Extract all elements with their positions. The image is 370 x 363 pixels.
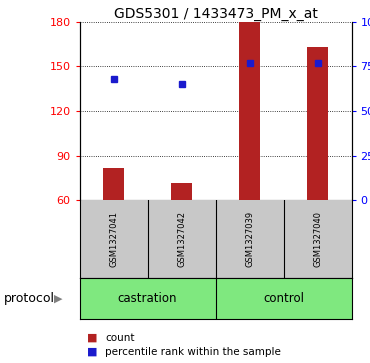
Bar bbox=[102, 168, 124, 200]
Text: count: count bbox=[105, 333, 135, 343]
Bar bbox=[307, 47, 329, 200]
Text: GSM1327041: GSM1327041 bbox=[109, 211, 118, 267]
Bar bbox=[239, 22, 260, 200]
Text: percentile rank within the sample: percentile rank within the sample bbox=[105, 347, 281, 357]
Text: castration: castration bbox=[118, 292, 177, 305]
Text: ▶: ▶ bbox=[54, 294, 62, 303]
Text: GSM1327040: GSM1327040 bbox=[313, 211, 322, 267]
Text: GSM1327042: GSM1327042 bbox=[177, 211, 186, 267]
Text: protocol: protocol bbox=[4, 292, 55, 305]
Title: GDS5301 / 1433473_PM_x_at: GDS5301 / 1433473_PM_x_at bbox=[114, 7, 317, 21]
Text: control: control bbox=[263, 292, 304, 305]
Text: GSM1327039: GSM1327039 bbox=[245, 211, 254, 267]
Text: ■: ■ bbox=[87, 347, 97, 357]
Bar bbox=[171, 183, 192, 200]
Text: ■: ■ bbox=[87, 333, 97, 343]
